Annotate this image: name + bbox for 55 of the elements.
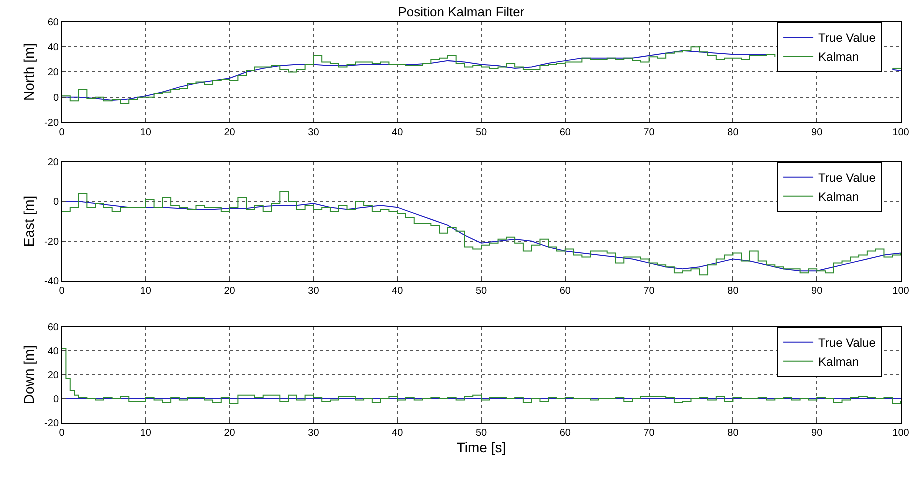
x-tick-label: 50 bbox=[476, 127, 488, 138]
y-tick-label: 0 bbox=[53, 92, 60, 104]
x-tick-label: 100 bbox=[892, 428, 910, 440]
x-tick-label: 90 bbox=[812, 428, 824, 440]
x-tick-label: 30 bbox=[308, 127, 320, 138]
x-tick-label: 80 bbox=[728, 428, 740, 440]
x-tick-label: 20 bbox=[224, 428, 236, 440]
series-label: Kalman bbox=[818, 50, 860, 64]
x-tick-label: 70 bbox=[644, 428, 656, 440]
legend-label: True Value bbox=[818, 31, 876, 46]
x-tick-label: 10 bbox=[140, 127, 152, 138]
y-tick-label: 20 bbox=[48, 157, 60, 168]
x-tick-label: 60 bbox=[560, 286, 572, 298]
y-tick-label: 20 bbox=[48, 370, 60, 382]
x-tick-label: 50 bbox=[476, 428, 488, 440]
y-tick-label: 20 bbox=[48, 68, 60, 79]
y-axis-title: Down [m] bbox=[21, 345, 38, 405]
x-tick-label: 90 bbox=[812, 127, 824, 138]
legend-label: True Value bbox=[818, 336, 876, 350]
y-tick-label: 40 bbox=[48, 42, 60, 54]
y-axis-title: North [m] bbox=[21, 43, 38, 102]
y-tick-label: 0 bbox=[53, 197, 60, 208]
x-tick-label: 40 bbox=[392, 428, 404, 440]
legend-label: True Value bbox=[818, 171, 876, 186]
legend-label: Kalman bbox=[818, 355, 860, 370]
x-tick-label: 20 bbox=[224, 127, 236, 138]
x-tick-label: 10 bbox=[140, 286, 152, 298]
y-tick-label: -20 bbox=[44, 118, 60, 129]
x-tick-label: 100 bbox=[892, 286, 910, 298]
y-tick-label: -20 bbox=[44, 418, 60, 430]
x-tick-label: 30 bbox=[308, 428, 320, 440]
y-axis-title: East [m] bbox=[21, 196, 38, 248]
x-axis-title: Time [s] bbox=[456, 439, 506, 456]
x-tick-label: 90 bbox=[812, 286, 824, 298]
x-tick-label: 80 bbox=[728, 286, 740, 298]
x-tick-label: 60 bbox=[560, 428, 572, 440]
x-tick-label: 50 bbox=[476, 286, 488, 298]
chart-title: Position Kalman Filter bbox=[398, 4, 526, 20]
y-tick-label: 40 bbox=[48, 346, 60, 358]
x-tick-label: 60 bbox=[560, 127, 572, 138]
x-tick-label: 80 bbox=[728, 127, 740, 138]
x-tick-label: 40 bbox=[392, 127, 404, 138]
x-tick-label: 10 bbox=[140, 428, 152, 440]
y-tick-label: 60 bbox=[48, 322, 60, 334]
x-tick-label: 30 bbox=[308, 286, 320, 298]
x-tick-label: 70 bbox=[644, 127, 656, 138]
y-tick-label: -20 bbox=[44, 236, 60, 248]
y-tick-label: -40 bbox=[44, 276, 60, 288]
x-tick-label: 100 bbox=[892, 127, 910, 138]
legend-label: Kalman bbox=[818, 190, 860, 204]
y-tick-label: 0 bbox=[53, 394, 60, 406]
x-tick-label: 20 bbox=[224, 286, 236, 298]
x-tick-label: 70 bbox=[644, 286, 656, 298]
y-tick-label: 60 bbox=[48, 18, 60, 28]
x-tick-label: 40 bbox=[392, 286, 404, 298]
